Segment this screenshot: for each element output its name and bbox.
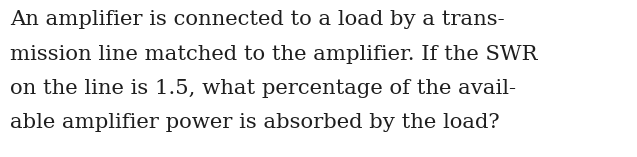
Text: able amplifier power is absorbed by the load?: able amplifier power is absorbed by the … bbox=[10, 114, 499, 133]
Text: mission line matched to the amplifier. If the SWR: mission line matched to the amplifier. I… bbox=[10, 44, 538, 63]
Text: on the line is 1.5, what percentage of the avail-: on the line is 1.5, what percentage of t… bbox=[10, 79, 516, 98]
Text: An amplifier is connected to a load by a trans-: An amplifier is connected to a load by a… bbox=[10, 10, 505, 29]
